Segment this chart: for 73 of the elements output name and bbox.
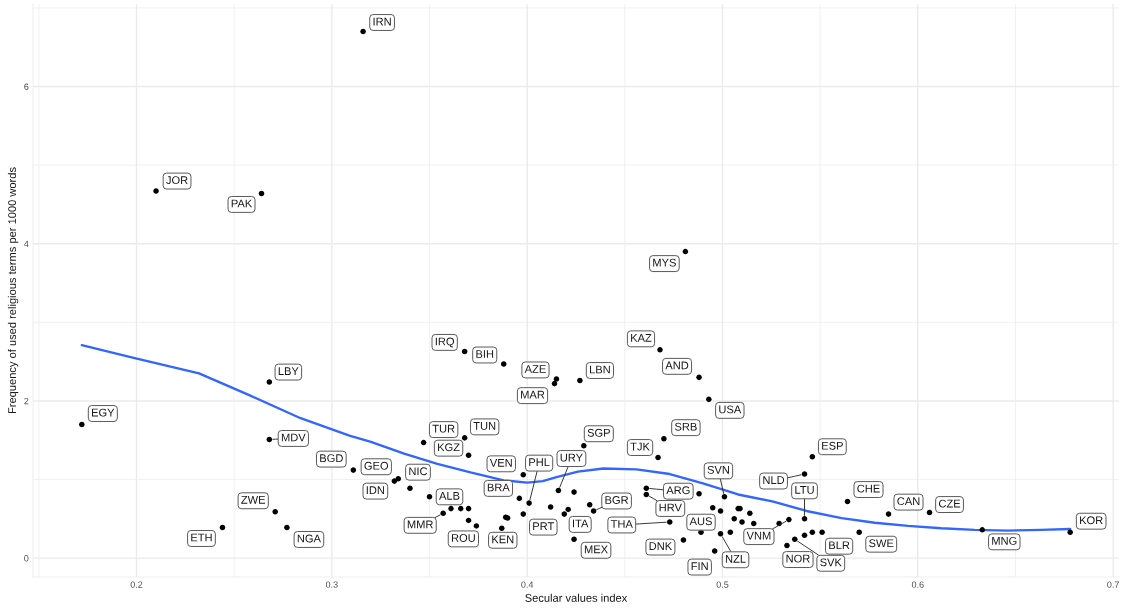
x-axis-title: Secular values index [525,593,628,602]
annotation: LTU [795,486,814,494]
y-tick-label: 2 [24,397,29,405]
annotation: KEN [492,535,514,544]
annotation: PRT [533,522,555,530]
annotation: NZL [725,555,746,563]
annotation: BRA [487,483,510,492]
annotation: ARG [666,486,690,495]
annotation: BLR [829,541,850,550]
annotation: SVK [820,558,842,567]
x-tick-label: 0.2 [130,581,143,588]
annotation: KOR [1080,516,1103,525]
annotation: SRB [674,422,697,431]
annotation: ZWE [241,495,266,504]
x-tick-label: 0.3 [325,581,338,588]
x-tick-label: 0.4 [521,581,534,588]
annotation: CAN [897,497,920,506]
annotation: ALB [439,492,460,500]
annotation: HRV [659,503,682,512]
annotation: SWE [869,539,894,548]
annotation: EGY [92,408,115,417]
annotation: URY [560,453,583,462]
annotation: IRQ [435,337,455,348]
annotation: NGA [297,534,321,543]
annotation: BIH [476,350,494,358]
annotation: ITA [572,519,589,528]
annotation: NOR [786,554,810,563]
annotation: MAR [521,390,545,399]
annotation: THA [610,520,633,528]
annotation: ESP [822,441,843,450]
annotation: DNK [649,542,673,550]
annotation: KAZ [631,334,652,342]
annotation: MDV [281,433,306,442]
annotation: PHL [529,458,550,466]
annotation: PAK [231,199,253,208]
annotation: BGD [320,454,343,463]
annotation: TJK [630,442,650,451]
annotation: BGR [605,496,629,504]
annotation: MEX [584,545,608,554]
annotation: LBY [278,367,299,375]
annotation: USA [719,405,742,414]
annotation: JOR [166,176,188,185]
y-tick-label: 6 [24,83,29,90]
annotation: FIN [691,562,708,570]
annotation: AUS [689,517,712,526]
annotation: VNM [746,531,771,540]
annotation: AND [665,361,689,370]
annotation: LBN [590,365,610,374]
annotation: ETH [191,533,212,542]
x-tick-label: 0.6 [911,581,924,588]
y-tick-label: 0 [24,555,29,562]
x-tick-label: 0.7 [1107,581,1119,588]
annotation: KGZ [438,443,460,452]
annotation: NIC [409,467,428,476]
annotation: MNG [992,536,1017,545]
y-tick-label: 4 [24,240,29,247]
annotation: GEO [364,461,389,470]
annotation: ROU [451,534,475,542]
annotation: IRN [373,17,391,26]
annotation: TUR [432,424,455,433]
annotation: CZE [938,499,961,508]
annotation: CHE [857,484,880,493]
annotation: MYS [653,258,676,267]
annotation: IDN [366,486,385,494]
annotation: SVN [707,465,729,474]
annotation: NLD [763,476,785,484]
annotation: SGP [587,428,610,437]
annotation: TUN [473,422,496,430]
y-axis-title: Frequency of used religious terms per 1000 words [7,167,19,414]
annotation: VEN [489,459,512,467]
x-tick-label: 0.5 [716,581,729,588]
annotation: MMR [407,520,433,529]
annotation: AZE [524,365,546,373]
